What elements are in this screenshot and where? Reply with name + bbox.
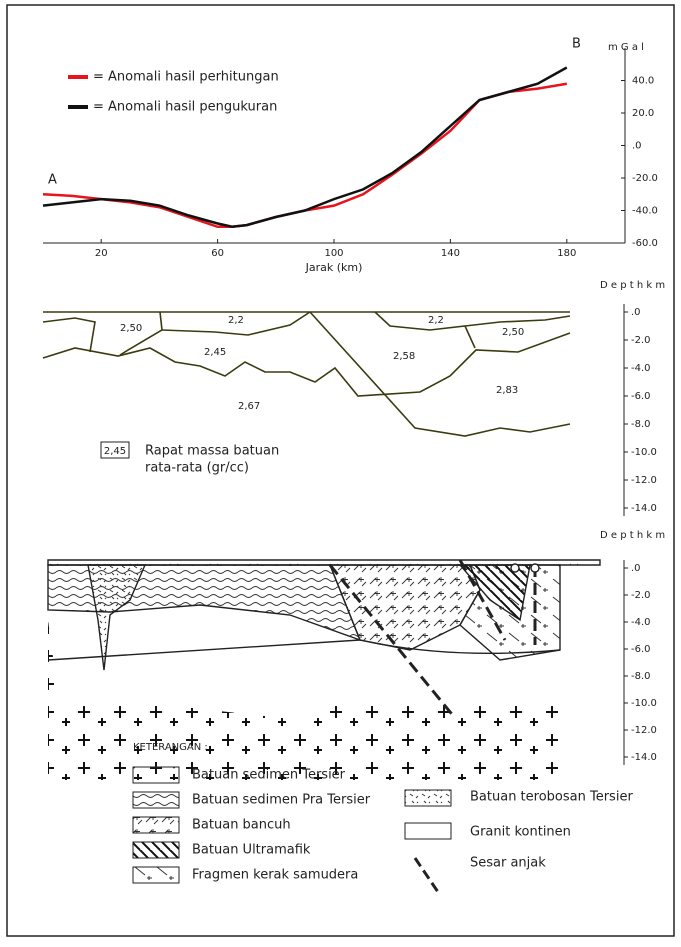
depth-tick-label: -6.0 <box>631 644 651 655</box>
depth-tick-label: -8.0 <box>631 671 651 682</box>
x-tick-label: 140 <box>441 248 460 259</box>
legend-text: Sesar anjak <box>470 856 546 871</box>
section-line <box>43 318 95 352</box>
legend-box-label: 2,45 <box>104 446 126 457</box>
y-tick-label: -40.0 <box>632 206 658 217</box>
depth-tick-label: -10.0 <box>631 447 657 458</box>
legend-text: Batuan sedimen Tersier <box>192 768 346 783</box>
density-label: 2,50 <box>120 323 142 334</box>
depth-tick-label: .0 <box>631 563 641 574</box>
depth-tick-label: -10.0 <box>631 698 657 709</box>
point-label: B <box>572 37 581 52</box>
depth-tick-label: -14.0 <box>631 752 657 763</box>
legend-label: = Anomali hasil perhitungan <box>93 70 279 85</box>
figure: m G a l Jarak (km) A B 2,50 2,2 2,45 2,5… <box>0 0 681 943</box>
legend-text: Batuan Ultramafik <box>192 843 311 858</box>
depth-tick-label: -6.0 <box>631 391 651 402</box>
depth-tick-label: -2.0 <box>631 335 651 346</box>
depth-title: D e p t h k m <box>600 280 665 291</box>
legend-label: = Anomali hasil pengukuran <box>93 100 277 115</box>
section-line <box>375 312 570 348</box>
legend-swatch <box>405 790 451 806</box>
x-tick-label: 20 <box>95 248 108 259</box>
legend-swatch <box>405 823 451 839</box>
x-tick-label: 100 <box>324 248 343 259</box>
point-label: A <box>48 173 57 188</box>
y-tick-label: 40.0 <box>632 76 654 87</box>
x-tick-label: 180 <box>557 248 576 259</box>
depth-tick-label: .0 <box>631 307 641 318</box>
legend-swatch <box>133 867 179 883</box>
density-label: 2,50 <box>502 327 524 338</box>
y-tick-label: 20.0 <box>632 108 654 119</box>
density-label: 2,58 <box>393 351 415 362</box>
section-line <box>310 312 570 436</box>
series-line <box>43 68 567 227</box>
x-axis-label: Jarak (km) <box>305 261 363 274</box>
legend-text: Rapat massa batuan <box>145 444 279 459</box>
legend-text: Batuan terobosan Tersier <box>470 790 633 805</box>
x-tick-label: 60 <box>211 248 224 259</box>
y-tick-label: -20.0 <box>632 173 658 184</box>
y-tick-label: .0 <box>632 141 642 152</box>
density-label: 2,83 <box>496 385 518 396</box>
legend-swatch <box>133 842 179 858</box>
legend-text: Fragmen kerak samudera <box>192 868 358 883</box>
fault-symbol <box>531 564 539 572</box>
depth-tick-label: -8.0 <box>631 419 651 430</box>
density-label: 2,45 <box>204 347 226 358</box>
legend-text: Batuan bancuh <box>192 818 291 833</box>
legend-swatch <box>133 817 179 833</box>
depth-tick-label: -4.0 <box>631 363 651 374</box>
density-label: 2,67 <box>238 401 260 412</box>
depth-title: D e p t h k m <box>600 530 665 541</box>
legend-swatch <box>133 767 179 783</box>
depth-tick-label: -12.0 <box>631 475 657 486</box>
depth-tick-label: -4.0 <box>631 617 651 628</box>
section-line <box>43 333 570 396</box>
depth-tick-label: -14.0 <box>631 503 657 514</box>
unit-label: m G a l <box>608 42 644 53</box>
density-label: 2,2 <box>428 315 444 326</box>
legend-text: Batuan sedimen Pra Tersier <box>192 793 371 808</box>
depth-tick-label: -12.0 <box>631 725 657 736</box>
legend-title: KETERANGAN : <box>133 742 208 753</box>
legend-fault <box>415 858 440 895</box>
legend-text: Granit kontinen <box>470 825 571 840</box>
y-tick-label: -60.0 <box>632 238 658 249</box>
fault-symbol <box>511 564 519 572</box>
legend-text: rata-rata (gr/cc) <box>145 461 249 476</box>
geology-section <box>48 560 600 780</box>
depth-tick-label: -2.0 <box>631 590 651 601</box>
density-label: 2,2 <box>228 315 244 326</box>
legend-swatch <box>133 792 179 808</box>
